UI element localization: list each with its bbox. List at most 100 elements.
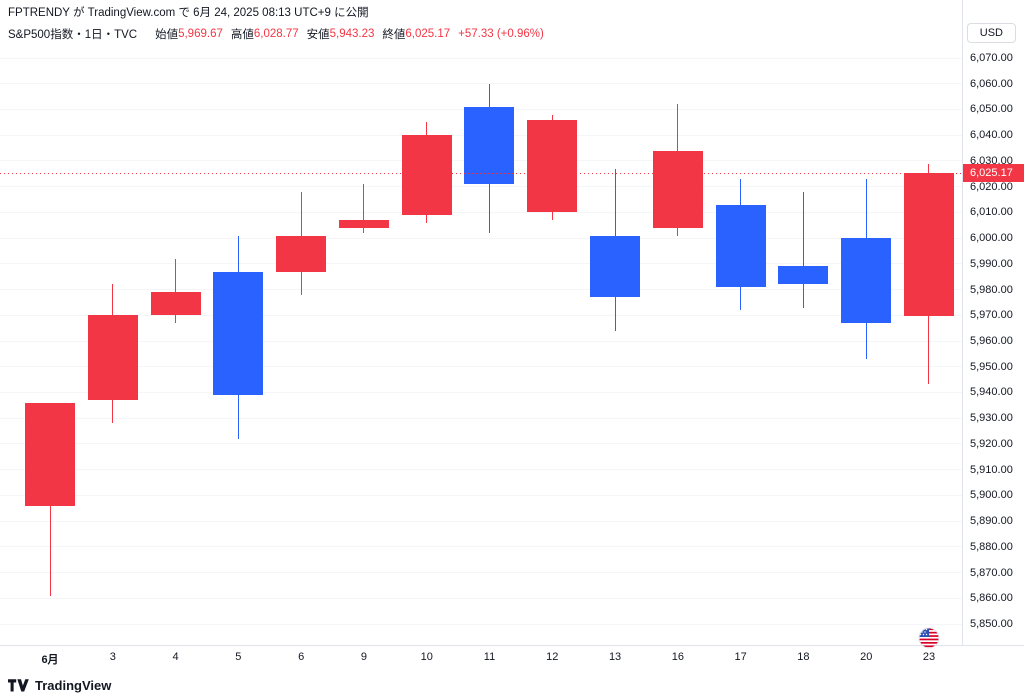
- candle: [87, 315, 138, 401]
- price-tick-label: 6,030.00: [970, 154, 1013, 167]
- price-tick-label: 5,900.00: [970, 489, 1013, 502]
- time-tick-label: 12: [546, 651, 559, 663]
- gridline: [0, 289, 962, 291]
- open-label: 始値: [155, 29, 179, 41]
- time-tick-label: 16: [671, 651, 684, 663]
- price-tick-label: 6,050.00: [970, 103, 1013, 116]
- gridline: [0, 520, 962, 522]
- gridline: [0, 443, 962, 445]
- time-axis[interactable]: 6月 3 4 5 6 9 10 11 12 13 16 17 18 20 23: [0, 646, 962, 668]
- time-tick-label: 9: [360, 651, 367, 663]
- price-tick-label: 5,920.00: [970, 437, 1013, 450]
- candle: [841, 238, 892, 323]
- price-axis-separator: [962, 0, 963, 645]
- price-axis[interactable]: 5,850.00 5,860.00 5,870.00 5,880.00 5,890.00…: [963, 0, 1024, 645]
- time-tick-label: 13: [608, 651, 622, 663]
- candle: [338, 220, 389, 228]
- time-tick-label: 18: [797, 651, 810, 663]
- candle: [25, 402, 75, 506]
- time-tick-label: 10: [420, 651, 433, 663]
- open-value: 5,969.67: [178, 28, 223, 40]
- time-axis-separator: [0, 645, 1024, 646]
- price-tick-label: 5,850.00: [970, 618, 1013, 630]
- candle-wick: [802, 191, 804, 308]
- candle: [276, 235, 327, 272]
- gridline: [0, 57, 962, 59]
- candle: [527, 119, 578, 213]
- gridline: [0, 391, 962, 393]
- candle: [590, 235, 641, 298]
- price-tick-label: 6,070.00: [970, 52, 1013, 64]
- symbol-title: S&P500指数・1日・TVC: [8, 29, 138, 41]
- candle-wick: [175, 258, 177, 323]
- price-tick-label: 5,990.00: [970, 257, 1013, 270]
- close-value: 6,025.17: [405, 28, 451, 40]
- currency-badge: USD: [966, 23, 1016, 43]
- time-tick-label: 3: [109, 651, 116, 663]
- chart-plot: [0, 57, 962, 625]
- time-tick-label: 20: [860, 651, 873, 663]
- tradingview-logo-icon: [8, 679, 29, 692]
- gridline: [0, 546, 962, 548]
- price-tick-label: 6,020.00: [970, 180, 1013, 193]
- gridline: [0, 83, 962, 85]
- close-label: 終値: [382, 29, 406, 41]
- attribution: FPTRENDY が TradingView.com で 6月 24, 2025…: [8, 7, 369, 19]
- candle: [401, 135, 452, 215]
- time-tick-label: 6月: [41, 654, 59, 666]
- price-tick-label: 5,870.00: [970, 566, 1013, 579]
- price-tick-label: 5,880.00: [970, 540, 1013, 553]
- price-tick-label: 5,910.00: [970, 463, 1013, 476]
- gridline: [0, 494, 962, 496]
- gridline: [0, 211, 962, 213]
- gridline: [0, 597, 962, 599]
- price-tick-label: 6,040.00: [970, 129, 1013, 142]
- gridline: [0, 340, 962, 342]
- chart-legend: S&P500指数・1日・TVC 始値 5,969.67 高値 6,028.77 安値…: [8, 26, 544, 42]
- gridline: [0, 237, 962, 239]
- tradingview-logo-text: TradingView: [35, 678, 112, 693]
- price-tick-label: 5,960.00: [970, 335, 1013, 347]
- high-value: 6,028.77: [253, 28, 299, 40]
- price-tick-label: 5,970.00: [970, 309, 1013, 322]
- gridline: [0, 417, 962, 419]
- time-tick-label: 5: [235, 651, 242, 663]
- time-tick-label: 17: [734, 651, 747, 663]
- gridline: [0, 263, 962, 265]
- candle: [652, 150, 703, 228]
- tradingview-logo[interactable]: TradingView: [8, 678, 111, 693]
- price-tick-label: 5,890.00: [970, 515, 1013, 528]
- candle: [903, 173, 954, 317]
- last-price-label: 6,025.17: [963, 164, 1024, 183]
- us-flag-icon: [918, 627, 940, 649]
- gridline: [0, 314, 962, 316]
- gridline: [0, 469, 962, 471]
- candle: [213, 271, 264, 396]
- gridline: [0, 572, 962, 574]
- candle: [778, 266, 829, 285]
- gridline: [0, 366, 962, 368]
- time-tick-label: 23: [922, 651, 936, 663]
- price-tick-label: 5,860.00: [970, 592, 1013, 605]
- price-tick-label: 5,930.00: [970, 412, 1013, 425]
- change-value: +57.33 (+0.96%): [458, 28, 544, 40]
- price-tick-label: 5,950.00: [970, 360, 1013, 373]
- last-price-line: [0, 173, 962, 175]
- time-tick-label: 6: [298, 651, 305, 663]
- price-tick-label: 6,010.00: [970, 206, 1013, 219]
- price-tick-label: 5,940.00: [970, 386, 1013, 399]
- gridline: [0, 623, 962, 625]
- time-tick-label: 4: [172, 651, 179, 663]
- price-tick-label: 6,000.00: [970, 232, 1013, 245]
- low-value: 5,943.23: [329, 28, 375, 40]
- price-tick-label: 5,980.00: [970, 283, 1013, 296]
- gridline: [0, 186, 962, 188]
- time-tick-label: 11: [483, 651, 496, 663]
- candle: [464, 106, 515, 185]
- high-label: 高値: [230, 29, 254, 41]
- candle: [150, 292, 201, 316]
- candle: [715, 204, 766, 287]
- candle-wick: [363, 184, 365, 233]
- price-tick-label: 6,060.00: [970, 77, 1013, 90]
